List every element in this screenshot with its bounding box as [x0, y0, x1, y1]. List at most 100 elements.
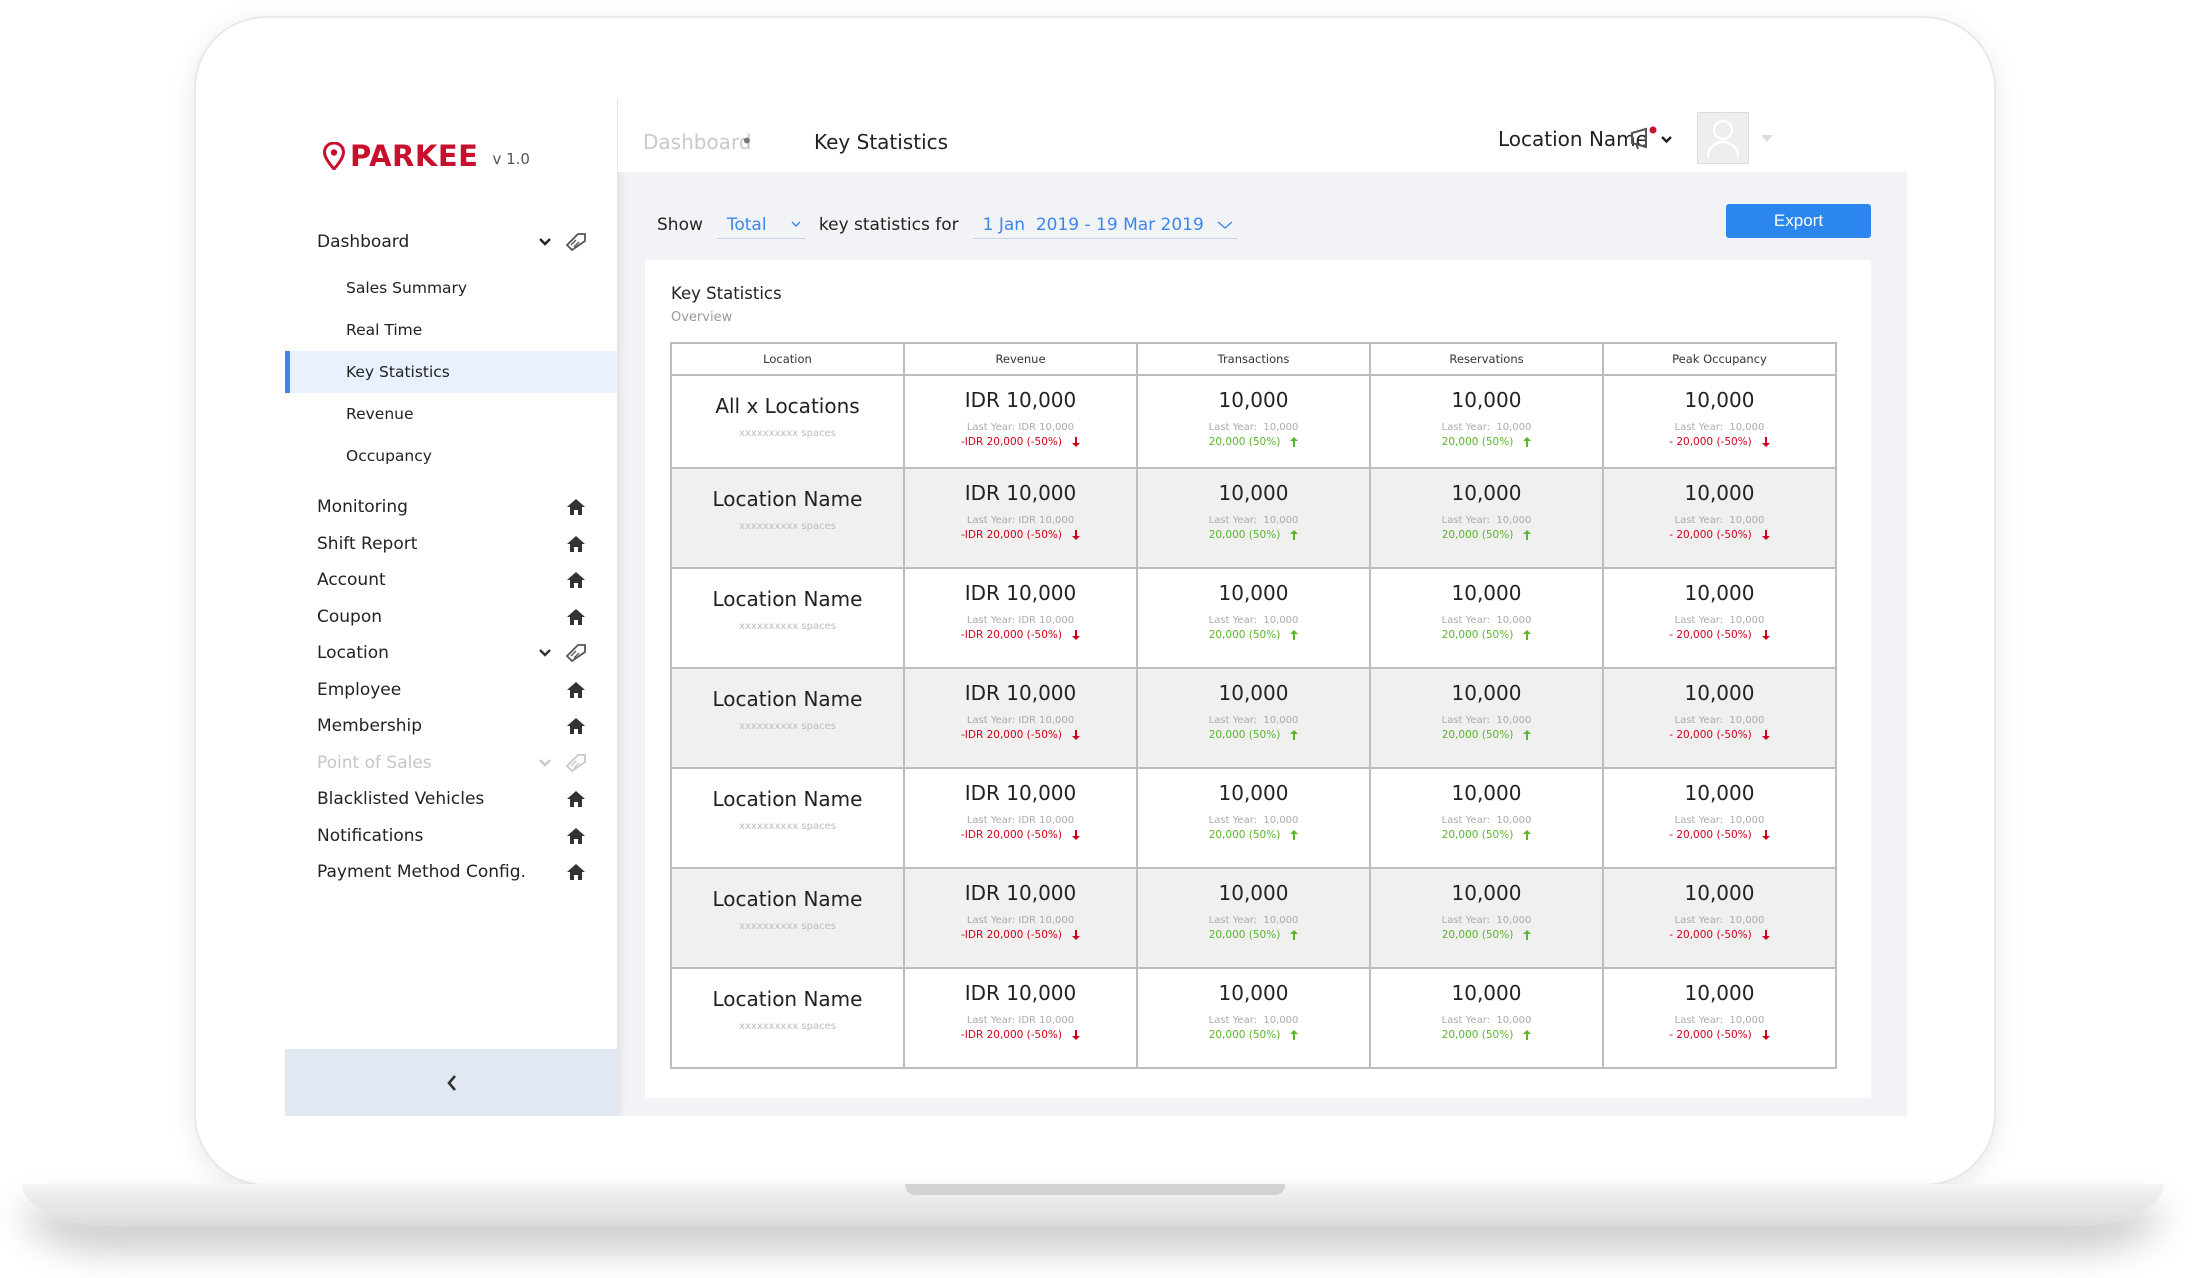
arrow-down-icon: [1072, 730, 1080, 740]
metric-change: 20,000 (50%): [1138, 529, 1369, 541]
metric-change: 20,000 (50%): [1371, 829, 1602, 841]
announcement-icon[interactable]: [1629, 126, 1657, 152]
location-name: Location Name: [712, 587, 863, 611]
arrow-up-icon: [1290, 630, 1299, 640]
arrow-up-icon: [1523, 630, 1532, 640]
filter-toolbar: Show Total key statistics for 1 Jan 2019…: [657, 210, 1251, 240]
sidebar-item-label: Payment Method Config.: [317, 862, 526, 883]
metric-value: 10,000: [1218, 681, 1289, 705]
arrow-down-icon: [1072, 930, 1080, 940]
metric-cell: 10,000 Last Year: 10,000 20,000 (50%): [1136, 967, 1371, 1069]
metric-last-year: Last Year: 10,000: [1441, 715, 1532, 726]
metric-cell: IDR 10,000 Last Year: IDR 10,000 -IDR 20,0…: [903, 767, 1138, 869]
column-header-revenue[interactable]: Revenue: [903, 342, 1138, 376]
sidebar-sub-sales-summary[interactable]: Sales Summary: [285, 267, 617, 309]
metric-cell: 10,000 Last Year: 10,000 20,000 (50%): [1369, 867, 1604, 969]
column-header-transactions[interactable]: Transactions: [1136, 342, 1371, 376]
metric-value: IDR 10,000: [964, 581, 1077, 605]
breadcrumb-dashboard[interactable]: Dashboard: [643, 130, 752, 154]
location-spaces: xxxxxxxxxx spaces: [739, 428, 836, 439]
sidebar-item-monitoring[interactable]: Monitoring: [285, 489, 617, 526]
caret-down-icon[interactable]: [1761, 135, 1773, 142]
metric-change: 20,000 (50%): [1138, 629, 1369, 641]
arrow-down-icon: [1072, 437, 1080, 447]
sidebar-item-label: Shift Report: [317, 533, 418, 554]
metric-last-year: Last Year: 10,000: [1208, 1015, 1299, 1026]
location-select[interactable]: Location Name: [1498, 127, 1673, 151]
sidebar-item-coupon[interactable]: Coupon: [285, 599, 617, 636]
metric-change: 20,000 (50%): [1371, 929, 1602, 941]
sidebar-sub-revenue[interactable]: Revenue: [285, 393, 617, 435]
arrow-up-icon: [1523, 530, 1532, 540]
sidebar-item-point-of-sales[interactable]: Point of Sales: [285, 745, 617, 782]
date-range-select[interactable]: 1 Jan 2019 - 19 Mar 2019: [972, 211, 1237, 239]
sidebar-item-membership[interactable]: Membership: [285, 708, 617, 745]
location-spaces: xxxxxxxxxx spaces: [739, 621, 836, 632]
sidebar-item-account[interactable]: Account: [285, 562, 617, 599]
metric-last-year: Last Year: IDR 10,000: [966, 515, 1075, 526]
metric-change-text: -IDR 20,000 (-50%): [960, 729, 1062, 741]
location-spaces: xxxxxxxxxx spaces: [739, 921, 836, 932]
metric-change: -IDR 20,000 (-50%): [905, 929, 1136, 941]
arrow-up-icon: [1290, 437, 1299, 447]
metric-value: 10,000: [1218, 781, 1289, 805]
sidebar-item-location[interactable]: Location: [285, 635, 617, 672]
avatar[interactable]: [1697, 112, 1749, 164]
export-button[interactable]: Export: [1726, 204, 1871, 238]
location-select-value: Location Name: [1498, 127, 1648, 151]
metric-cell: 10,000 Last Year: 10,000 20,000 (50%): [1136, 767, 1371, 869]
metric-change: - 20,000 (-50%): [1604, 829, 1835, 841]
metric-value: 10,000: [1218, 481, 1289, 505]
collapse-sidebar-button[interactable]: [285, 1049, 618, 1116]
total-select[interactable]: Total: [716, 211, 805, 239]
metric-change-text: -IDR 20,000 (-50%): [960, 529, 1062, 541]
metric-value: 10,000: [1451, 581, 1522, 605]
metric-change: - 20,000 (-50%): [1604, 729, 1835, 741]
table-row[interactable]: Location Name xxxxxxxxxx spaces IDR 10,000…: [670, 567, 1837, 669]
arrow-up-icon: [1290, 930, 1299, 940]
sidebar-sub-real-time[interactable]: Real Time: [285, 309, 617, 351]
column-header-location[interactable]: Location: [670, 342, 905, 376]
metric-last-year: Last Year: 10,000: [1674, 815, 1765, 826]
metric-change-text: 20,000 (50%): [1441, 629, 1514, 641]
metric-last-year: Last Year: 10,000: [1674, 1015, 1765, 1026]
column-header-peak-occupancy[interactable]: Peak Occupancy: [1602, 342, 1837, 376]
location-cell: Location Name xxxxxxxxxx spaces: [670, 567, 905, 669]
arrow-down-icon: [1761, 1030, 1770, 1040]
metric-cell: 10,000 Last Year: 10,000 20,000 (50%): [1369, 567, 1604, 669]
sidebar-item-employee[interactable]: Employee: [285, 672, 617, 709]
metric-change: 20,000 (50%): [1138, 1029, 1369, 1041]
sidebar-item-blacklisted-vehicles[interactable]: Blacklisted Vehicles: [285, 781, 617, 818]
table-row[interactable]: All x Locations xxxxxxxxxx spaces IDR 10,0…: [670, 374, 1837, 469]
sidebar-item-label: Account: [317, 570, 386, 591]
metric-last-year: Last Year: 10,000: [1441, 615, 1532, 626]
table-row[interactable]: Location Name xxxxxxxxxx spaces IDR 10,000…: [670, 467, 1837, 569]
home-icon: [567, 791, 585, 808]
metric-last-year: Last Year: IDR 10,000: [966, 915, 1075, 926]
sidebar-item-dashboard[interactable]: Dashboard: [285, 216, 617, 267]
brand-logo[interactable]: PARKEE v 1.0: [323, 136, 530, 176]
metric-change: - 20,000 (-50%): [1604, 629, 1835, 641]
chevron-down-icon: [791, 221, 801, 227]
sidebar-item-payment-method-config[interactable]: Payment Method Config.: [285, 854, 617, 891]
sidebar-item-shift-report[interactable]: Shift Report: [285, 526, 617, 563]
metric-change: - 20,000 (-50%): [1604, 529, 1835, 541]
metric-last-year: Last Year: 10,000: [1208, 715, 1299, 726]
table-row[interactable]: Location Name xxxxxxxxxx spaces IDR 10,000…: [670, 967, 1837, 1069]
metric-last-year: Last Year: 10,000: [1674, 422, 1765, 433]
sidebar-item-notifications[interactable]: Notifications: [285, 818, 617, 855]
metric-change-text: 20,000 (50%): [1208, 729, 1281, 741]
sidebar-sub-occupancy[interactable]: Occupancy: [285, 435, 617, 477]
location-name: Location Name: [712, 787, 863, 811]
metric-cell: 10,000 Last Year: 10,000 - 20,000 (-50%): [1602, 567, 1837, 669]
sidebar-sub-key-statistics[interactable]: Key Statistics: [285, 351, 617, 393]
arrow-down-icon: [1761, 730, 1770, 740]
column-header-reservations[interactable]: Reservations: [1369, 342, 1604, 376]
table-row[interactable]: Location Name xxxxxxxxxx spaces IDR 10,000…: [670, 867, 1837, 969]
breadcrumb-separator: •: [741, 129, 753, 153]
metric-change: -IDR 20,000 (-50%): [905, 829, 1136, 841]
sidebar-sub-label: Sales Summary: [346, 279, 468, 297]
table-row[interactable]: Location Name xxxxxxxxxx spaces IDR 10,000…: [670, 767, 1837, 869]
table-row[interactable]: Location Name xxxxxxxxxx spaces IDR 10,000…: [670, 667, 1837, 769]
